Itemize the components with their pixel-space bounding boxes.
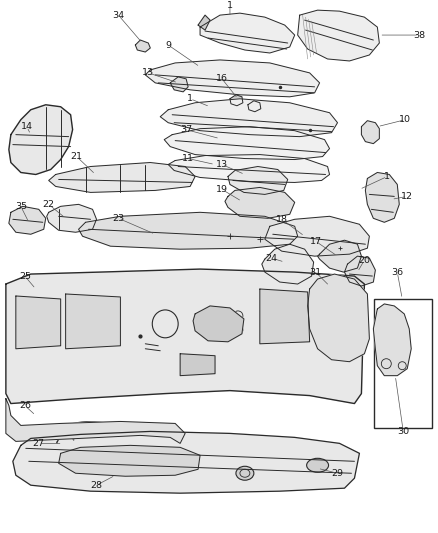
Polygon shape [168, 155, 329, 182]
Text: 31: 31 [310, 268, 321, 277]
Text: 13: 13 [142, 68, 154, 77]
Text: 23: 23 [113, 214, 124, 223]
Text: 20: 20 [358, 256, 371, 264]
Polygon shape [59, 446, 200, 476]
Polygon shape [9, 206, 46, 234]
Polygon shape [318, 240, 361, 272]
Polygon shape [47, 204, 96, 232]
Polygon shape [193, 306, 244, 342]
Text: 37: 37 [180, 125, 192, 134]
Ellipse shape [236, 466, 254, 480]
Text: 34: 34 [113, 11, 124, 20]
Text: 28: 28 [91, 481, 102, 490]
Polygon shape [135, 40, 150, 52]
Text: 22: 22 [42, 200, 55, 209]
Text: 12: 12 [401, 192, 413, 201]
Text: 10: 10 [399, 115, 411, 124]
Polygon shape [230, 95, 243, 106]
Polygon shape [198, 15, 210, 30]
Text: 16: 16 [216, 75, 228, 83]
Polygon shape [6, 399, 185, 443]
Text: 13: 13 [216, 160, 228, 169]
Text: 1: 1 [227, 1, 233, 10]
Polygon shape [16, 296, 60, 349]
Text: 9: 9 [165, 41, 171, 50]
Text: 14: 14 [21, 122, 33, 131]
Polygon shape [225, 188, 295, 219]
Text: 19: 19 [216, 185, 228, 194]
Polygon shape [6, 269, 364, 403]
Polygon shape [164, 127, 329, 159]
Text: 36: 36 [391, 268, 403, 277]
Polygon shape [298, 10, 379, 61]
Text: 17: 17 [310, 237, 321, 246]
Text: 11: 11 [182, 154, 194, 163]
Polygon shape [361, 120, 379, 143]
Text: 18: 18 [276, 215, 288, 224]
Text: 25: 25 [19, 271, 31, 280]
Text: 35: 35 [15, 202, 27, 211]
Polygon shape [170, 77, 188, 92]
Polygon shape [66, 294, 120, 349]
Polygon shape [145, 60, 320, 97]
Text: 24: 24 [266, 254, 278, 263]
Polygon shape [265, 216, 369, 256]
Text: 21: 21 [71, 152, 83, 161]
Text: 38: 38 [413, 30, 425, 39]
Polygon shape [49, 163, 195, 192]
Polygon shape [365, 173, 399, 222]
Polygon shape [9, 105, 73, 174]
Polygon shape [180, 354, 215, 376]
Text: 27: 27 [33, 439, 45, 448]
Polygon shape [78, 212, 298, 249]
Text: 26: 26 [19, 401, 31, 410]
Polygon shape [260, 289, 310, 344]
Polygon shape [344, 256, 375, 286]
Polygon shape [262, 244, 314, 284]
Polygon shape [307, 274, 369, 362]
Polygon shape [373, 304, 411, 376]
Polygon shape [13, 431, 360, 493]
Ellipse shape [307, 458, 328, 472]
Ellipse shape [211, 319, 225, 335]
Text: 1: 1 [187, 94, 193, 103]
Text: 29: 29 [332, 469, 343, 478]
Polygon shape [200, 13, 295, 53]
Text: 30: 30 [397, 427, 409, 436]
Polygon shape [160, 99, 338, 136]
Text: 1: 1 [384, 172, 390, 181]
Polygon shape [228, 166, 288, 195]
FancyBboxPatch shape [374, 299, 432, 429]
Polygon shape [248, 101, 261, 112]
